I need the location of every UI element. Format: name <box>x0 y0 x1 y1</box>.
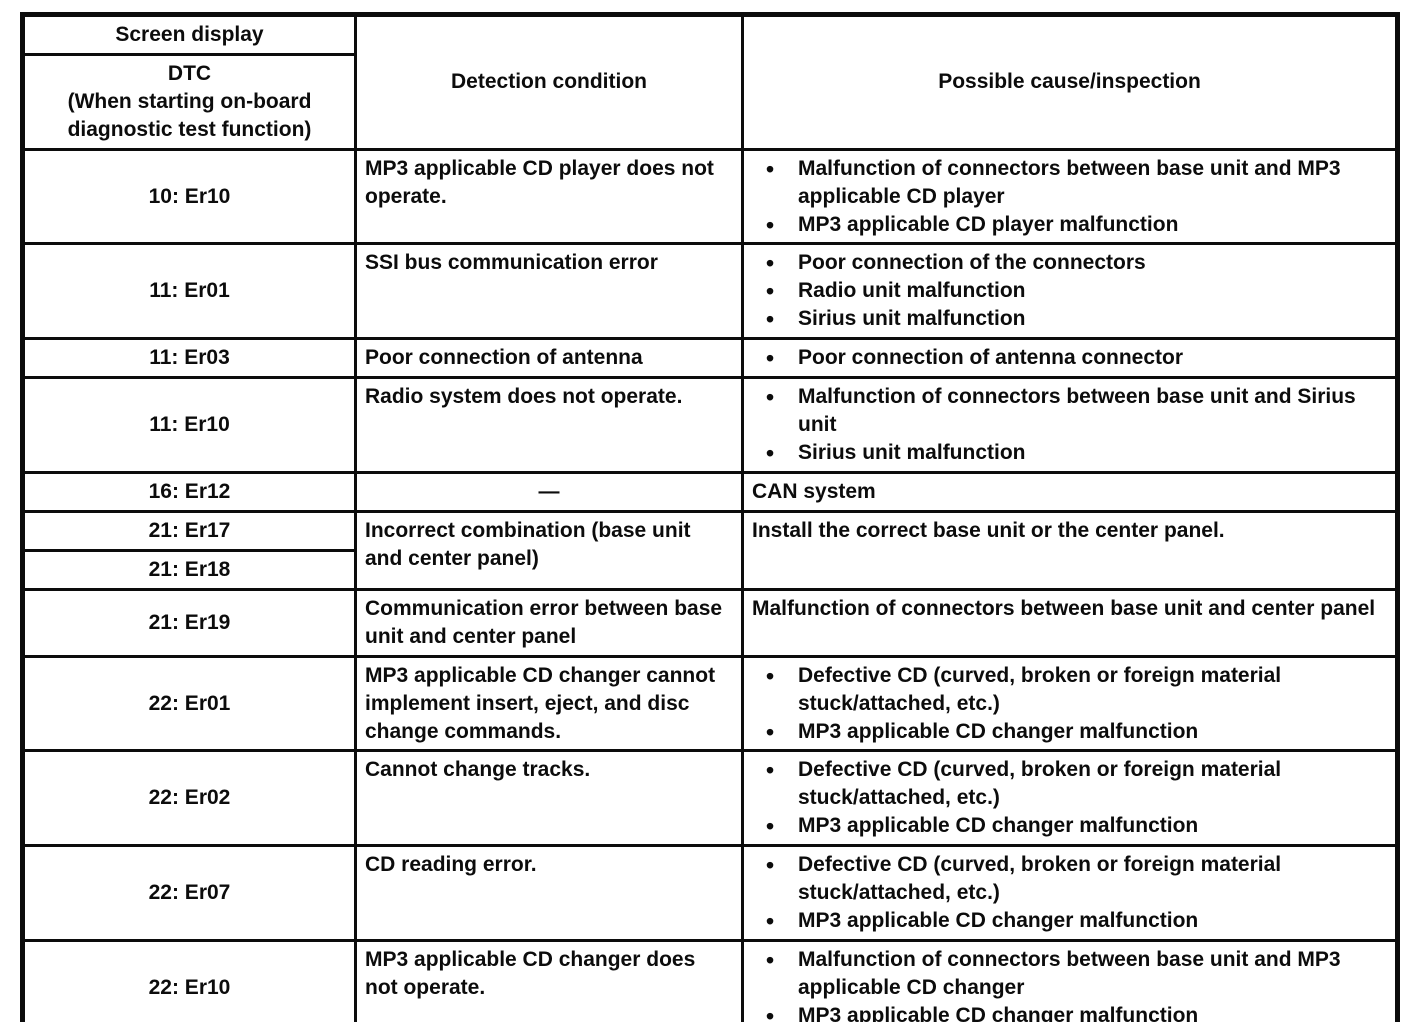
cause-bullet-list: Poor connection of antenna connector <box>752 343 1387 373</box>
dtc-code-cell: 22: Er02 <box>21 749 357 848</box>
cause-bullet-list: Malfunction of connectors between base u… <box>752 382 1387 468</box>
dtc-code-cell: 22: Er01 <box>21 654 357 753</box>
cause-bullet-item: MP3 applicable CD changer malfunction <box>752 1001 1387 1022</box>
detection-condition-cell: Incorrect combination (base unit and cen… <box>354 509 744 591</box>
cause-bullet-item: MP3 applicable CD player malfunction <box>752 210 1387 240</box>
detection-condition-cell: Cannot change tracks. <box>354 749 744 848</box>
possible-cause-cell: Poor connection of the connectorsRadio u… <box>741 242 1399 341</box>
cause-bullet-item: MP3 applicable CD changer malfunction <box>752 811 1387 841</box>
dtc-code-cell: 21: Er19 <box>21 587 357 658</box>
cause-bullet-item: Poor connection of the connectors <box>752 248 1387 278</box>
cause-bullet-item: Poor connection of antenna connector <box>752 343 1387 373</box>
cause-bullet-item: Malfunction of connectors between base u… <box>752 154 1387 211</box>
detection-condition-cell: MP3 applicable CD changer does not opera… <box>354 938 744 1022</box>
header-detection-condition: Detection condition <box>354 13 744 151</box>
table-row: 21: Er18 <box>21 548 1398 591</box>
possible-cause-cell: Defective CD (curved, broken or foreign … <box>741 749 1399 848</box>
cause-bullet-item: Malfunction of connectors between base u… <box>752 382 1387 439</box>
detection-condition-cell: Radio system does not operate. <box>354 376 744 474</box>
detection-condition-cell: CD reading error. <box>354 844 744 942</box>
cause-bullet-list: Malfunction of connectors between base u… <box>752 154 1387 240</box>
dtc-code-cell: 11: Er03 <box>21 337 357 380</box>
possible-cause-cell: Malfunction of connectors between base u… <box>741 147 1399 246</box>
dtc-table: Screen display Detection condition Possi… <box>20 12 1400 1022</box>
dtc-code-cell: 11: Er01 <box>21 242 357 341</box>
table-row: 22: Er10 MP3 applicable CD changer does n… <box>21 938 1399 1022</box>
possible-cause-cell: Install the correct base unit or the cen… <box>741 509 1399 591</box>
cause-bullet-list: Defective CD (curved, broken or foreign … <box>752 661 1387 747</box>
table-row: 16: Er12— CAN system <box>21 470 1399 513</box>
cause-bullet-list: Defective CD (curved, broken or foreign … <box>752 850 1387 936</box>
dtc-code-cell: 21: Er18 <box>21 548 357 591</box>
possible-cause-cell: Malfunction of connectors between base u… <box>741 376 1399 474</box>
table-row: 22: Er01 MP3 applicable CD changer cannot… <box>21 654 1399 753</box>
dtc-table-body: 10: Er10 MP3 applicable CD player does no… <box>21 147 1399 1022</box>
dtc-table-header: Screen display Detection condition Possi… <box>21 13 1399 151</box>
possible-cause-cell: Malfunction of connectors between base u… <box>741 938 1399 1022</box>
possible-cause-cell: Defective CD (curved, broken or foreign … <box>741 844 1399 942</box>
cause-bullet-item: MP3 applicable CD changer malfunction <box>752 717 1387 747</box>
header-possible-cause: Possible cause/inspection <box>741 13 1399 151</box>
dtc-code-cell: 11: Er10 <box>21 376 357 474</box>
possible-cause-cell: CAN system <box>741 470 1399 513</box>
detection-condition-cell: Poor connection of antenna <box>354 337 744 380</box>
cause-bullet-list: Malfunction of connectors between base u… <box>752 945 1387 1022</box>
possible-cause-cell: Malfunction of connectors between base u… <box>741 587 1399 658</box>
cause-bullet-list: Poor connection of the connectorsRadio u… <box>752 248 1387 334</box>
possible-cause-cell: Defective CD (curved, broken or foreign … <box>741 654 1399 753</box>
cause-bullet-item: Defective CD (curved, broken or foreign … <box>752 755 1387 812</box>
cause-bullet-item: Radio unit malfunction <box>752 276 1387 306</box>
cause-bullet-item: Sirius unit malfunction <box>752 304 1387 334</box>
table-row: 10: Er10 MP3 applicable CD player does no… <box>21 147 1399 246</box>
detection-condition-cell: SSI bus communication error <box>354 242 744 341</box>
table-row: 21: Er19 Communication error between base… <box>21 587 1399 658</box>
cause-bullet-item: Sirius unit malfunction <box>752 438 1387 468</box>
possible-cause-cell: Poor connection of antenna connector <box>741 337 1399 380</box>
table-row: 21: Er17 Incorrect combination (base unit… <box>21 509 1399 591</box>
header-screen-display: Screen display <box>21 13 357 56</box>
dtc-code-cell: 16: Er12 <box>21 470 357 513</box>
dtc-code-cell: 10: Er10 <box>21 147 357 246</box>
header-dtc: DTC (When starting on-board diagnostic t… <box>21 52 357 151</box>
detection-condition-cell: — <box>354 470 744 513</box>
detection-condition-cell: Communication error between base unit an… <box>354 587 744 658</box>
header-row-top: Screen display Detection condition Possi… <box>21 13 1399 151</box>
cause-bullet-list: Defective CD (curved, broken or foreign … <box>752 755 1387 841</box>
detection-condition-cell: MP3 applicable CD player does not operat… <box>354 147 744 246</box>
cause-bullet-item: Defective CD (curved, broken or foreign … <box>752 850 1387 907</box>
cause-bullet-item: MP3 applicable CD changer malfunction <box>752 906 1387 936</box>
cause-bullet-item: Malfunction of connectors between base u… <box>752 945 1387 1002</box>
cause-bullet-item: Defective CD (curved, broken or foreign … <box>752 661 1387 718</box>
header-row-dtc: DTC (When starting on-board diagnostic t… <box>21 52 1398 151</box>
dtc-code-cell: 22: Er10 <box>21 938 357 1022</box>
detection-condition-cell: MP3 applicable CD changer cannot impleme… <box>354 654 744 753</box>
dtc-code-cell: 22: Er07 <box>21 844 357 942</box>
dtc-code-cell: 21: Er17 <box>21 509 357 552</box>
